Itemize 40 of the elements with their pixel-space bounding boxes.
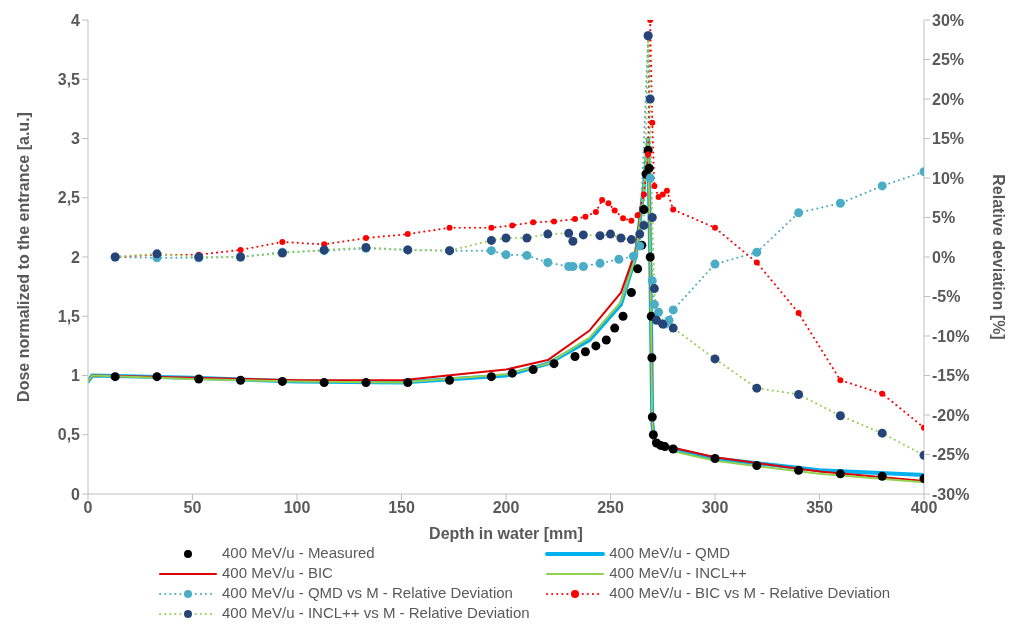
y2-tick-label: 30% [932,11,965,29]
y2-tick-label: -25% [932,446,970,464]
legend-label: 400 MeV/u - Measured [222,544,375,561]
x-axis-title: Depth in water [mm] [429,525,583,542]
y2-tick-label: -10% [932,327,970,345]
x-tick-label: 50 [183,499,202,517]
y-tick-label: 0 [71,485,81,503]
legend-label: 400 MeV/u - INCL++ [609,564,747,581]
legend-label: 400 MeV/u - BIC [222,564,333,581]
y-tick-label: 2 [71,248,81,266]
y-tick-label: 3 [71,130,81,148]
legend-label: 400 MeV/u - INCL++ vs M - Relative Deviation [222,604,530,621]
y2-tick-label: 5% [932,209,956,227]
x-tick-label: 100 [283,499,311,517]
legend-label: 400 MeV/u - QMD [609,544,731,561]
y-tick-label: 3,5 [57,70,81,88]
y2-tick-label: 10% [932,169,965,187]
y2-tick-label: 25% [932,51,965,69]
x-tick-label: 0 [83,499,93,517]
x-tick-label: 250 [597,499,624,517]
y-tick-label: 1,5 [57,307,81,325]
x-tick-label: 300 [701,499,729,517]
y2-tick-label: -5% [932,288,961,306]
y2-tick-label: 15% [932,130,965,148]
y-axis-title: Dose normalized to the entrance [a.u.] [14,112,32,402]
x-tick-label: 400 [910,499,938,517]
x-tick-label: 150 [388,499,415,517]
y2-tick-label: -15% [932,367,970,385]
y-tick-label: 4 [71,11,81,29]
y2-axis-title: Relative deviation [%] [990,174,1008,340]
y-tick-label: 2,5 [57,189,81,207]
y-tick-label: 0,5 [57,426,81,444]
legend-label: 400 MeV/u - BIC vs M - Relative Deviation [609,584,891,601]
y2-tick-label: 0% [932,248,956,266]
y2-tick-label: -20% [932,406,970,424]
y-tick-label: 1 [71,367,81,385]
legend-label: 400 MeV/u - QMD vs M - Relative Deviation [222,584,513,601]
y2-tick-label: 20% [932,90,965,108]
x-tick-label: 350 [806,499,833,517]
x-tick-label: 200 [492,499,520,517]
